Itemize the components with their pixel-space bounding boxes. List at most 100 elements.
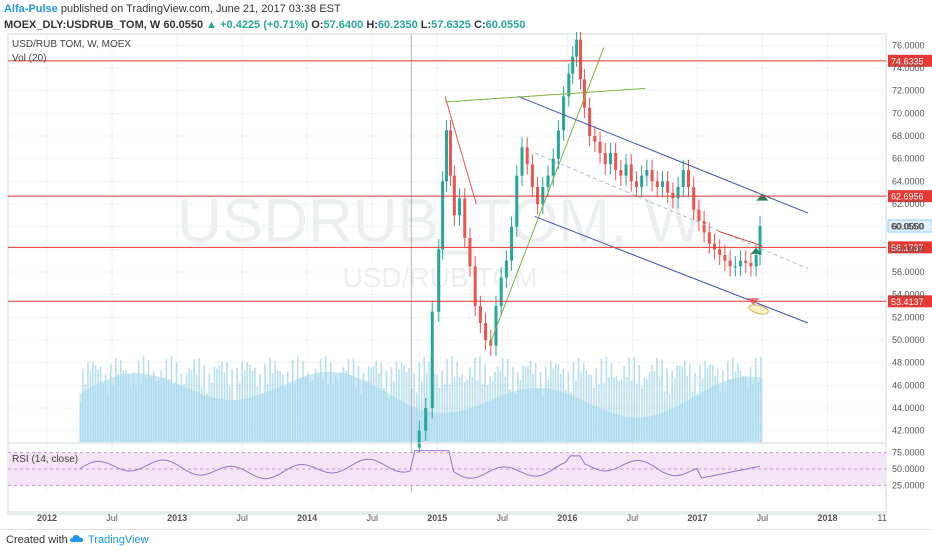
candle-body xyxy=(676,187,680,199)
candle-body xyxy=(417,430,421,448)
level-tag-label: 62.6956 xyxy=(891,192,924,202)
chart-canvas[interactable]: USDRUB_TOM, W USD/RUB TOM 74.633562.6956… xyxy=(0,32,932,529)
volume-bar xyxy=(461,374,464,442)
candle-body xyxy=(424,408,428,431)
level-tag xyxy=(888,54,932,67)
candle-body xyxy=(430,311,434,408)
channel-lower-line xyxy=(534,216,809,324)
volume-bar xyxy=(479,356,481,442)
time-tick-label: 2018 xyxy=(817,513,837,523)
resistance-line xyxy=(718,230,763,247)
price-tick-label: 72.0000 xyxy=(892,86,925,96)
time-tick-label: Jul xyxy=(236,513,248,523)
drawings xyxy=(410,34,809,492)
fan-line-rising xyxy=(488,47,605,346)
candle-body xyxy=(754,255,758,267)
time-tick-label: Jul xyxy=(497,513,509,523)
candle-body xyxy=(660,181,664,187)
level-tag xyxy=(888,190,932,203)
candle-body xyxy=(588,107,592,136)
current-price-tag xyxy=(887,219,932,233)
up-arrow-icon xyxy=(756,193,769,201)
candle-body xyxy=(448,130,452,176)
price-change: +0.4225 (+0.71%) xyxy=(220,19,309,31)
volume-bar xyxy=(625,376,628,442)
volume-bars xyxy=(79,356,763,442)
candle-body xyxy=(463,198,467,238)
candle-body xyxy=(441,181,445,250)
candle-body xyxy=(484,323,488,340)
candle-body xyxy=(593,136,597,142)
price-tick-label: 66.0000 xyxy=(892,154,925,164)
candle-body xyxy=(510,226,514,261)
candle-body xyxy=(614,153,618,170)
volume-bar xyxy=(441,369,443,442)
volume-bar xyxy=(615,375,618,442)
volume-bar xyxy=(453,377,456,442)
candle-body xyxy=(504,260,508,278)
time-tick-label: 2012 xyxy=(37,513,57,523)
rsi-pane xyxy=(8,450,886,486)
volume-legend: Vol (20) xyxy=(12,53,46,64)
time-tick-label: 2013 xyxy=(167,513,187,523)
candle-body xyxy=(697,209,701,221)
candle-body xyxy=(582,79,586,108)
time-tick-label: 2014 xyxy=(297,513,317,523)
candle-body xyxy=(655,181,659,187)
candle-body xyxy=(758,226,762,255)
candle-body xyxy=(603,153,607,165)
candle-body xyxy=(744,260,748,263)
price-tick-label: 48.0000 xyxy=(892,358,925,368)
volume-bar xyxy=(658,377,661,442)
volume-bar xyxy=(605,356,608,442)
change-arrow-icon: ▲ xyxy=(206,19,218,31)
volume-bar xyxy=(620,379,623,442)
price-tick-label: 44.0000 xyxy=(892,403,925,413)
volume-bar xyxy=(426,372,428,442)
volume-bar xyxy=(676,365,679,442)
rsi-tick-label: 25.0000 xyxy=(892,480,925,490)
candle-body xyxy=(645,170,649,176)
price-tick-label: 50.0000 xyxy=(892,335,925,345)
candle-body xyxy=(671,192,675,199)
symbol-name[interactable]: MOEX_DLY:USDRUB_TOM, W xyxy=(4,19,161,31)
candle-body xyxy=(515,175,519,227)
candle-body xyxy=(666,181,670,193)
volume-bar xyxy=(623,366,625,442)
price-tick-label: 54.0000 xyxy=(892,290,925,300)
tradingview-cloud-icon xyxy=(70,535,84,542)
rsi-legend: RSI (14, close) xyxy=(12,454,78,465)
volume-bar xyxy=(618,380,620,442)
volume-bar xyxy=(446,359,448,442)
candle-body xyxy=(650,170,654,182)
candle-body xyxy=(458,198,462,216)
tradingview-brand[interactable]: TradingView xyxy=(88,534,149,546)
footer: Created with TradingView xyxy=(0,529,932,551)
candle-body xyxy=(634,181,638,187)
candle-body xyxy=(739,260,743,267)
volume-bar xyxy=(474,357,476,442)
volume-bar xyxy=(433,372,436,442)
main-legend: USD/RUB TOM, W, MOEX xyxy=(12,39,131,50)
candle-body xyxy=(686,170,690,187)
volume-bar xyxy=(656,358,658,442)
candle-body xyxy=(608,153,612,165)
low-label: L: xyxy=(420,19,432,31)
candle-body xyxy=(536,187,540,204)
fan-line-horizontal xyxy=(445,87,646,103)
rsi-tick-label: 50.0000 xyxy=(892,464,925,474)
candle-body xyxy=(445,130,449,182)
candle-body xyxy=(520,147,524,176)
volume-bar xyxy=(684,360,686,442)
candle-body xyxy=(551,158,555,176)
author-link[interactable]: Alfa-Pulse xyxy=(4,3,58,15)
channel-upper-line xyxy=(517,95,809,214)
price-tick-label: 70.0000 xyxy=(892,108,925,118)
target-ellipse xyxy=(748,304,769,315)
candle-body xyxy=(541,187,545,204)
candle-body xyxy=(749,262,753,267)
level-tag-label: 53.4137 xyxy=(891,297,924,307)
time-tick-label: 2015 xyxy=(427,513,447,523)
level-tag xyxy=(888,241,932,254)
horizontal-levels: 74.6335 62.6956 58.1737 53.4137 60.0550 xyxy=(8,54,932,308)
